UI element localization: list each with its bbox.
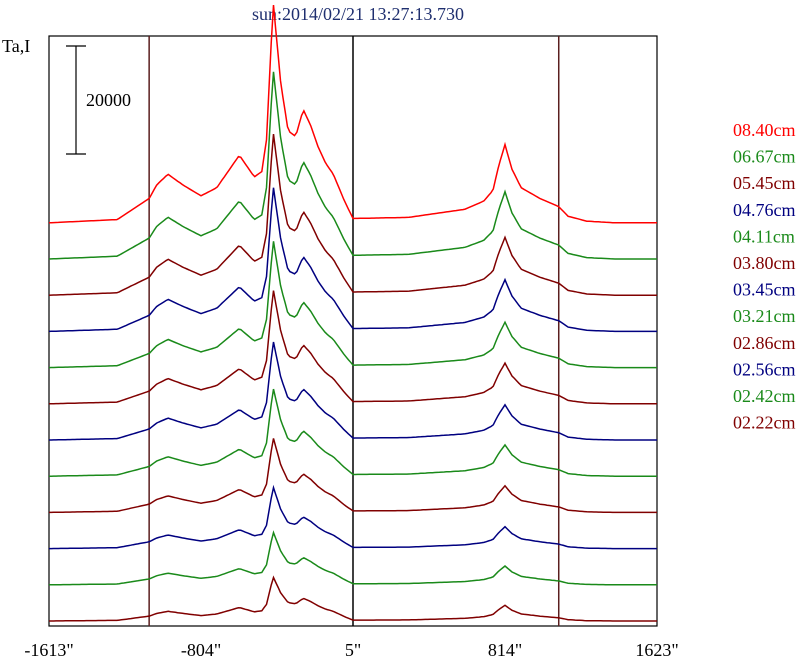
- series-line-08.40cm: [48, 5, 657, 224]
- legend-entry-08.40cm: 08.40cm: [733, 120, 796, 140]
- legend-entry-02.56cm: 02.56cm: [733, 359, 796, 379]
- legend-entry-03.45cm: 03.45cm: [733, 280, 796, 300]
- legend-entry-02.86cm: 02.86cm: [733, 333, 796, 353]
- scale-bar: [66, 45, 86, 155]
- series-line-02.86cm: [49, 438, 657, 514]
- series-line-03.21cm: [49, 388, 657, 477]
- series-line-06.67cm: [48, 71, 657, 260]
- legend-entry-04.76cm: 04.76cm: [733, 200, 796, 220]
- legend-entry-06.67cm: 06.67cm: [733, 147, 796, 167]
- legend-entry-02.42cm: 02.42cm: [733, 386, 796, 406]
- series-line-02.42cm: [49, 530, 657, 586]
- vertical-markers: [148, 36, 560, 626]
- y-axis-label: Ta,I: [2, 36, 30, 56]
- legend-entry-05.45cm: 05.45cm: [733, 173, 796, 193]
- series-line-04.11cm: [48, 241, 657, 369]
- legend-entry-04.11cm: 04.11cm: [733, 226, 795, 246]
- x-tick-labels: -1613" -804" 5" 814" 1623": [24, 640, 678, 660]
- x-tick-label: 5": [345, 640, 361, 660]
- series-line-02.22cm: [49, 575, 657, 622]
- legend-entry-02.22cm: 02.22cm: [733, 413, 796, 433]
- legend-entry-03.21cm: 03.21cm: [733, 306, 796, 326]
- series-line-04.76cm: [48, 187, 657, 333]
- x-tick-label: 814": [488, 640, 522, 660]
- series-line-03.45cm: [49, 341, 657, 441]
- x-tick-label: -804": [181, 640, 221, 660]
- legend-entry-03.80cm: 03.80cm: [733, 253, 796, 273]
- legend: 08.40cm 06.67cm 05.45cm 04.76cm 04.11cm 03.80…: [733, 120, 796, 433]
- x-tick-label: 1623": [635, 640, 678, 660]
- x-tick-label: -1613": [24, 640, 73, 660]
- chart-title: sun:2014/02/21 13:27:13.730: [252, 4, 464, 24]
- series-line-03.80cm: [48, 290, 657, 405]
- series-line-02.56cm: [49, 484, 657, 550]
- series-line-05.45cm: [48, 134, 657, 296]
- series-lines: [48, 5, 657, 622]
- scale-bar-label: 20000: [86, 90, 131, 110]
